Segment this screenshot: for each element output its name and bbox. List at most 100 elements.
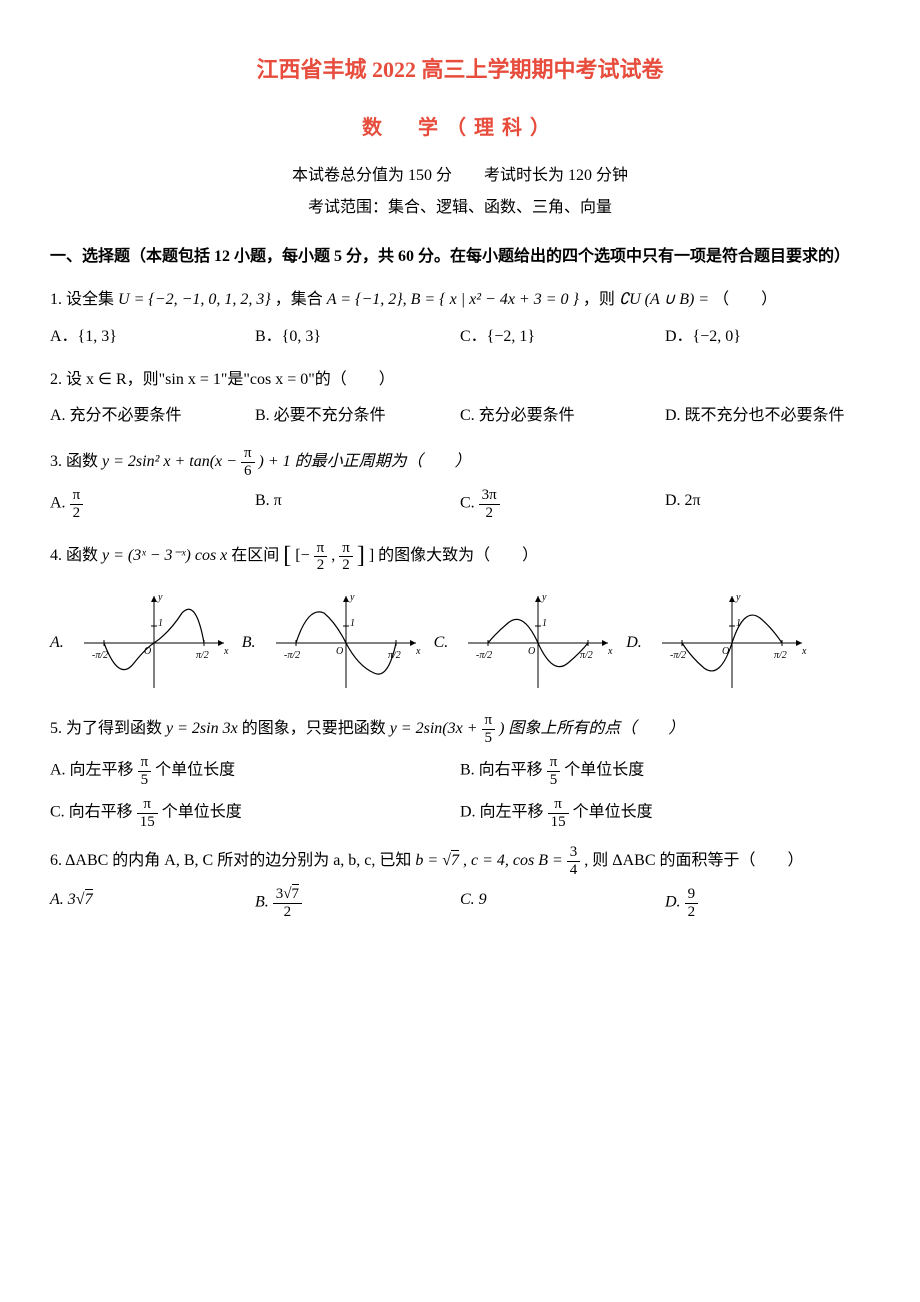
- q2-optD: D. 既不充分也不必要条件: [665, 402, 870, 431]
- q5-mid: 的图象，只要把函数: [242, 720, 390, 737]
- svg-text:O: O: [722, 646, 729, 657]
- q3-optC-den: 2: [479, 505, 500, 522]
- q3-expr-post: ) + 1 的最小正周期为（ ）: [259, 453, 471, 470]
- q5-f2-frac: π 5: [482, 712, 496, 746]
- q4-int-close: ] 的图像大致为（ ）: [369, 547, 538, 564]
- q2-optB: B. 必要不充分条件: [255, 402, 460, 431]
- q1-mid1: ，集合: [275, 291, 327, 308]
- question-2: 2. 设 x ∈ R，则"sin x = 1"是"cos x = 0"的（ ） …: [50, 366, 870, 432]
- svg-text:-π/2: -π/2: [476, 650, 492, 661]
- q3-optA: A. π 2: [50, 487, 255, 521]
- q4-int-frac1: π 2: [314, 540, 328, 574]
- svg-text:-π/2: -π/2: [284, 650, 300, 661]
- q1-optA: A．{1, 3}: [50, 323, 255, 352]
- q6-stem: 6. ΔABC 的内角 A, B, C 所对的边分别为 a, b, c, 已知 …: [50, 852, 804, 869]
- q1-prefix: 1. 设全集: [50, 291, 118, 308]
- q5-options-row2: C. 向右平移 π 15 个单位长度 D. 向左平移 π 15 个单位长度: [50, 796, 870, 830]
- q6-optA: A. 3√7: [50, 886, 255, 920]
- q4-int-num1: π: [314, 540, 328, 558]
- question-4: 4. 函数 y = (3ˣ − 3⁻ˣ) cos x 在区间 [ [− π 2 …: [50, 535, 870, 698]
- q6-cosB-num: 3: [567, 844, 581, 862]
- svg-text:π/2: π/2: [580, 650, 593, 661]
- q4-stem: 4. 函数 y = (3ˣ − 3⁻ˣ) cos x 在区间 [ [− π 2 …: [50, 547, 538, 564]
- q5-optA-den: 5: [138, 772, 152, 789]
- q6-optB-num-pre: 3√: [276, 886, 292, 902]
- q1-A: A = {−1, 2}, B = { x | x² − 4x + 3 = 0 }: [327, 291, 579, 308]
- q3-prefix: 3. 函数: [50, 453, 102, 470]
- question-1: 1. 设全集 U = {−2, −1, 0, 1, 2, 3} ，集合 A = …: [50, 286, 870, 352]
- q3-frac-den: 6: [241, 463, 255, 480]
- q4-comma: ,: [331, 547, 339, 564]
- q5-optB: B. 向右平移 π 5 个单位长度: [460, 754, 870, 788]
- q6-optB-num-val: 7: [292, 884, 300, 902]
- q5-optB-num: π: [547, 754, 561, 772]
- q1-expr: ∁U (A ∪ B) =: [619, 291, 709, 308]
- q1-optC: C．{−2, 1}: [460, 323, 665, 352]
- q3-optA-num: π: [70, 487, 84, 505]
- svg-text:y: y: [349, 592, 355, 603]
- svg-text:π/2: π/2: [196, 650, 209, 661]
- q6-b-val: 7: [451, 850, 459, 869]
- q6-optD-num: 9: [685, 886, 699, 904]
- q4-expr: y = (3ˣ − 3⁻ˣ) cos x: [102, 547, 227, 564]
- q5-optA-frac: π 5: [138, 754, 152, 788]
- q3-optC-num: 3π: [479, 487, 500, 505]
- q4-int-num2: π: [339, 540, 353, 558]
- q3-stem: 3. 函数 y = 2sin² x + tan(x − π 6 ) + 1 的最…: [50, 453, 471, 470]
- svg-text:-π/2: -π/2: [670, 650, 686, 661]
- title-sub: 数 学（理科）: [50, 110, 870, 146]
- q4-labelA: A.: [50, 629, 64, 658]
- q3-frac-num: π: [241, 445, 255, 463]
- q6-optC-text: C. 9: [460, 891, 487, 908]
- svg-text:y: y: [541, 592, 547, 603]
- q6-cosB-den: 4: [567, 862, 581, 879]
- question-3: 3. 函数 y = 2sin² x + tan(x − π 6 ) + 1 的最…: [50, 445, 870, 521]
- q6-post: , 则 ΔABC 的面积等于（ ）: [584, 852, 803, 869]
- q5-optA-pre: A. 向左平移: [50, 762, 138, 779]
- svg-text:x: x: [223, 646, 229, 657]
- q6-optD: D. 9 2: [665, 886, 870, 920]
- q6-optA-val: 7: [85, 889, 93, 908]
- q3-optC-frac: 3π 2: [479, 487, 500, 521]
- q1-stem: 1. 设全集 U = {−2, −1, 0, 1, 2, 3} ，集合 A = …: [50, 291, 777, 308]
- q2-optC: C. 充分必要条件: [460, 402, 665, 431]
- q6-c-eq: , c = 4, cos B =: [463, 852, 567, 869]
- svg-text:O: O: [528, 646, 535, 657]
- q5-optD: D. 向左平移 π 15 个单位长度: [460, 796, 870, 830]
- q5-optA-post: 个单位长度: [155, 762, 235, 779]
- q3-optA-label: A.: [50, 495, 70, 512]
- q5-optC: C. 向右平移 π 15 个单位长度: [50, 796, 460, 830]
- info-line-1: 本试卷总分值为 150 分 考试时长为 120 分钟: [50, 162, 870, 191]
- q5-optB-frac: π 5: [547, 754, 561, 788]
- q5-f2-pre: y = 2sin(3x +: [390, 720, 482, 737]
- svg-text:π/2: π/2: [774, 650, 787, 661]
- q4-int-den1: 2: [314, 557, 328, 574]
- q2-options: A. 充分不必要条件 B. 必要不充分条件 C. 充分必要条件 D. 既不充分也…: [50, 402, 870, 431]
- q6-optB-den: 2: [273, 904, 302, 921]
- svg-text:-π/2: -π/2: [92, 650, 108, 661]
- q5-optD-post: 个单位长度: [573, 804, 653, 821]
- svg-text:y: y: [157, 592, 163, 603]
- q5-optC-den: 15: [137, 814, 158, 831]
- question-6: 6. ΔABC 的内角 A, B, C 所对的边分别为 a, b, c, 已知 …: [50, 844, 870, 920]
- q6-optB: B. 3√7 2: [255, 886, 460, 920]
- q3-frac: π 6: [241, 445, 255, 479]
- q6-pre: 6. ΔABC 的内角 A, B, C 所对的边分别为 a, b, c, 已知: [50, 852, 415, 869]
- q6-optD-pre: D.: [665, 894, 685, 911]
- graph-B: y x O 1 -π/2π/2: [266, 588, 426, 698]
- q3-optA-den: 2: [70, 505, 84, 522]
- q2-optA: A. 充分不必要条件: [50, 402, 255, 431]
- q6-optD-frac: 9 2: [685, 886, 699, 920]
- q1-tail: （ ）: [713, 291, 777, 308]
- svg-text:x: x: [415, 646, 421, 657]
- question-5: 5. 为了得到函数 y = 2sin 3x 的图象，只要把函数 y = 2sin…: [50, 712, 870, 830]
- q6-cosB-frac: 3 4: [567, 844, 581, 878]
- q6-optD-den: 2: [685, 904, 699, 921]
- q5-f2-den: 5: [482, 730, 496, 747]
- q1-U: U = {−2, −1, 0, 1, 2, 3}: [118, 291, 271, 308]
- q4-labelB: B.: [242, 629, 256, 658]
- info-line-2: 考试范围：集合、逻辑、函数、三角、向量: [50, 194, 870, 223]
- q3-optD: D. 2π: [665, 487, 870, 521]
- q4-int-den2: 2: [339, 557, 353, 574]
- q3-expr-pre: y = 2sin² x + tan(x −: [102, 453, 241, 470]
